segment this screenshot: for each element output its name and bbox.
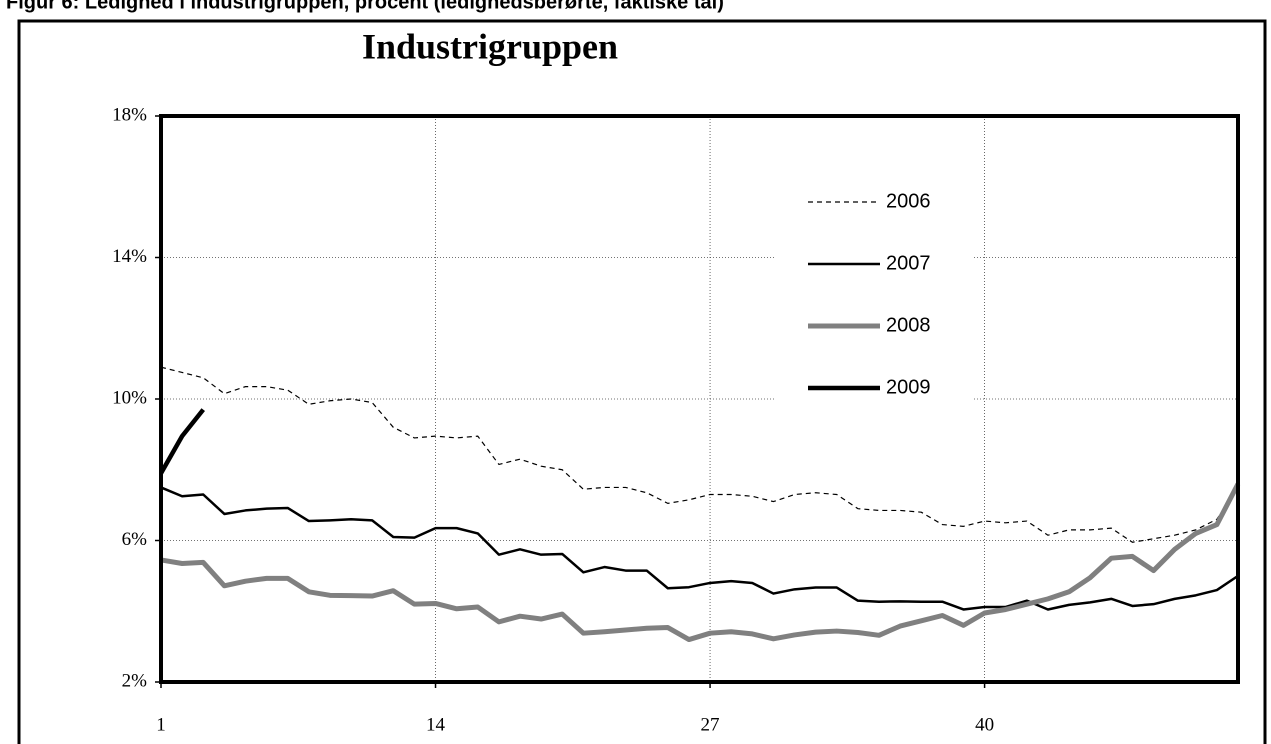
line-0: [160, 366, 1239, 543]
x-tick-label: 27: [701, 714, 720, 735]
x-tick-label: 40: [975, 714, 994, 735]
legend-label: 2007: [886, 252, 931, 274]
y-tick-label: 2%: [122, 670, 148, 691]
frame: [17, 19, 1267, 744]
legend-label: 2006: [886, 190, 931, 212]
plot-border: [159, 114, 1240, 684]
y-tick-label: 18%: [112, 104, 147, 125]
legend-label: 2009: [886, 376, 931, 398]
line-2: [160, 482, 1241, 643]
legend-box: [776, 170, 972, 408]
line-3: [159, 408, 205, 475]
y-tick-label: 6%: [122, 529, 148, 550]
y-tick-label: 14%: [112, 246, 147, 267]
x-tick-label: 14: [426, 714, 446, 735]
line-1: [160, 486, 1239, 611]
chart-subtitle: Figur 6: Ledighed i industrigruppen, pro…: [6, 0, 724, 13]
x-tick-label: 1: [156, 714, 166, 735]
y-tick-label: 10%: [112, 387, 147, 408]
legend-label: 2008: [886, 314, 931, 336]
chart-title: Industrigruppen: [362, 26, 618, 66]
